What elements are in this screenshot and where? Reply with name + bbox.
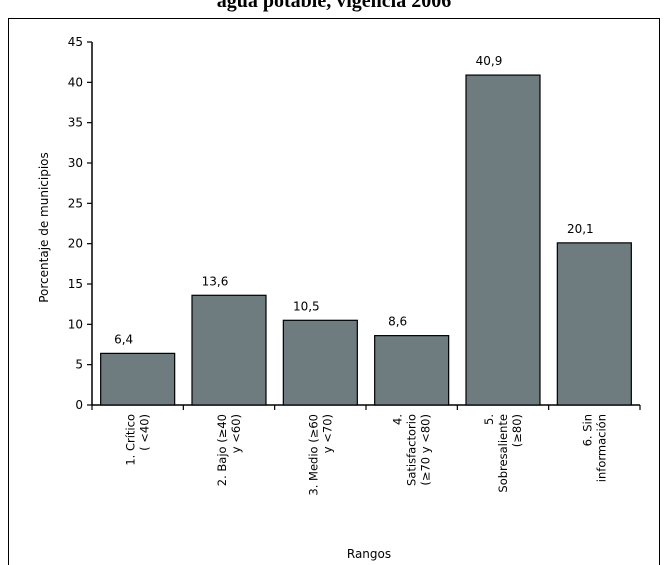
category-label-line: y <60) [229, 414, 243, 453]
data-label: 6,4 [114, 332, 133, 346]
chart-panel [8, 18, 660, 565]
category-label-line: 6. Sin [580, 414, 594, 446]
bar [191, 294, 267, 406]
category-label-line: información [594, 414, 608, 482]
bar [556, 242, 632, 406]
category-label: 1. Crítico( <40) [124, 414, 152, 466]
category-label-line: 3. Medio (≥60 [306, 414, 320, 496]
category-label-line: 4. [391, 414, 405, 425]
category-label-line: 1. Crítico [124, 414, 138, 466]
data-label: 20,1 [567, 222, 594, 236]
category-label-line: 5. [482, 414, 496, 425]
category-label: 4. Satisfactorio (≥70 y <80) [391, 414, 433, 486]
data-label: 13,6 [202, 274, 229, 288]
y-tick-label: 35 [68, 116, 83, 130]
bar [465, 74, 541, 406]
chart-title: agua potable, vigencia 2006 [216, 0, 452, 12]
category-label: 6. Sin información [580, 414, 608, 482]
category-label-line: ( <40) [138, 414, 152, 451]
y-tick-label: 10 [68, 317, 83, 331]
category-label-line: Satisfactorio [405, 414, 419, 486]
category-label-line: y <70) [320, 414, 334, 453]
category-label-line: (≥80) [510, 414, 524, 447]
category-label-line: 2. Bajo (≥40 [215, 414, 229, 486]
y-axis-title: Porcentaje de municipios [37, 152, 51, 303]
y-tick-label: 40 [68, 75, 83, 89]
x-axis-title: Rangos [347, 547, 391, 561]
category-label: 5. Sobresaliente (≥80) [482, 414, 524, 493]
y-tick-label: 25 [68, 196, 83, 210]
y-tick-label: 15 [68, 277, 83, 291]
category-label-line: Sobresaliente [496, 414, 510, 493]
bar [100, 352, 176, 406]
y-tick-label: 0 [75, 398, 83, 412]
data-label: 10,5 [293, 299, 320, 313]
y-tick-label: 30 [68, 156, 83, 170]
category-label: 3. Medio (≥60 y <70) [306, 414, 334, 496]
bar [374, 335, 450, 406]
y-tick-label: 20 [68, 237, 83, 251]
category-label-line: (≥70 y <80) [419, 414, 433, 486]
category-label: 2. Bajo (≥40 y <60) [215, 414, 243, 486]
y-tick-label: 45 [68, 35, 83, 49]
bar [282, 319, 358, 406]
data-label: 40,9 [476, 54, 503, 68]
y-tick-label: 5 [75, 358, 83, 372]
data-label: 8,6 [388, 315, 407, 329]
